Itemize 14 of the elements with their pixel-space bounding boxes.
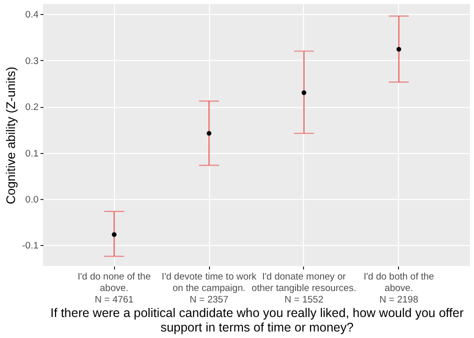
x-tick-label: I'd do both of the above. N = 2198 [364,272,434,306]
point [206,131,212,136]
y-tick-label: -0.1 [22,240,38,252]
point [302,90,306,96]
x-axis-title: If there were a political candidate who you really liked, how would you offer support in terms of time or money? [50,306,464,334]
point [112,232,117,237]
y-tick-label: 0.0 [25,194,38,206]
y-tick-label: 0.1 [25,148,38,160]
y-tick-label: 0.3 [25,56,38,67]
point [396,46,402,52]
y-axis-title: Cognitive ability (Z-units) [4,66,18,204]
y-tick-label: 0.2 [25,102,38,114]
x-tick-label: I'd do none of the above. N = 4761 [78,272,151,306]
y-tick-label: 0.4 [25,10,38,21]
